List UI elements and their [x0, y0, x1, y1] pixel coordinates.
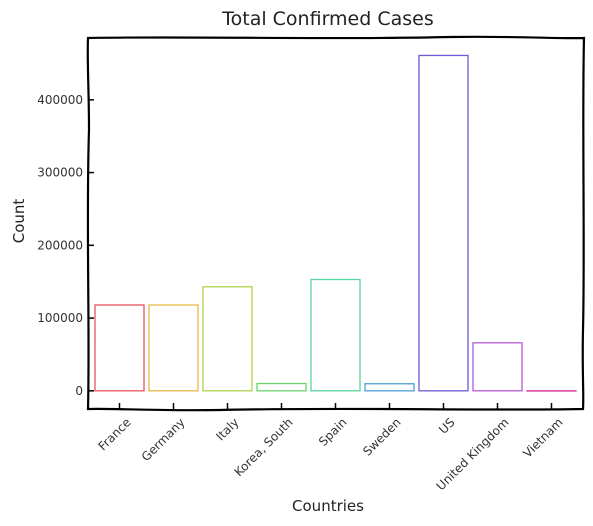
- bar-germany: [148, 304, 199, 392]
- bars-layer: [94, 54, 577, 392]
- y-tick-label: 200000: [37, 238, 83, 252]
- bar-united-kingdom: [472, 342, 523, 392]
- y-tick-label: 400000: [37, 93, 83, 107]
- x-tick-label: US: [436, 415, 458, 437]
- x-tick-label: France: [96, 415, 134, 453]
- bar-france: [94, 304, 145, 392]
- y-tick-label: 0: [75, 384, 83, 398]
- bar-spain: [310, 278, 361, 392]
- y-axis-label: Count: [10, 199, 28, 244]
- x-tick-label: Italy: [213, 415, 241, 443]
- y-tick-label: 300000: [37, 166, 83, 180]
- x-axis-label: Countries: [292, 497, 364, 515]
- y-ticks-layer: 0 100000 200000 300000 400000: [37, 93, 94, 398]
- y-tick-label: 100000: [37, 311, 83, 325]
- plot-frame: [86, 35, 586, 412]
- bar-vietnam: [526, 389, 577, 392]
- bar-us: [418, 54, 469, 392]
- x-tick-label: Germany: [139, 415, 188, 464]
- x-tick-label: Sweden: [360, 415, 403, 458]
- bar-italy: [202, 286, 253, 392]
- bar-sweden: [364, 383, 415, 392]
- x-tick-label: Spain: [316, 415, 350, 449]
- chart-title: Total Confirmed Cases: [221, 8, 434, 30]
- bar-korea-south: [256, 382, 307, 392]
- x-tick-label: Vietnam: [520, 415, 565, 460]
